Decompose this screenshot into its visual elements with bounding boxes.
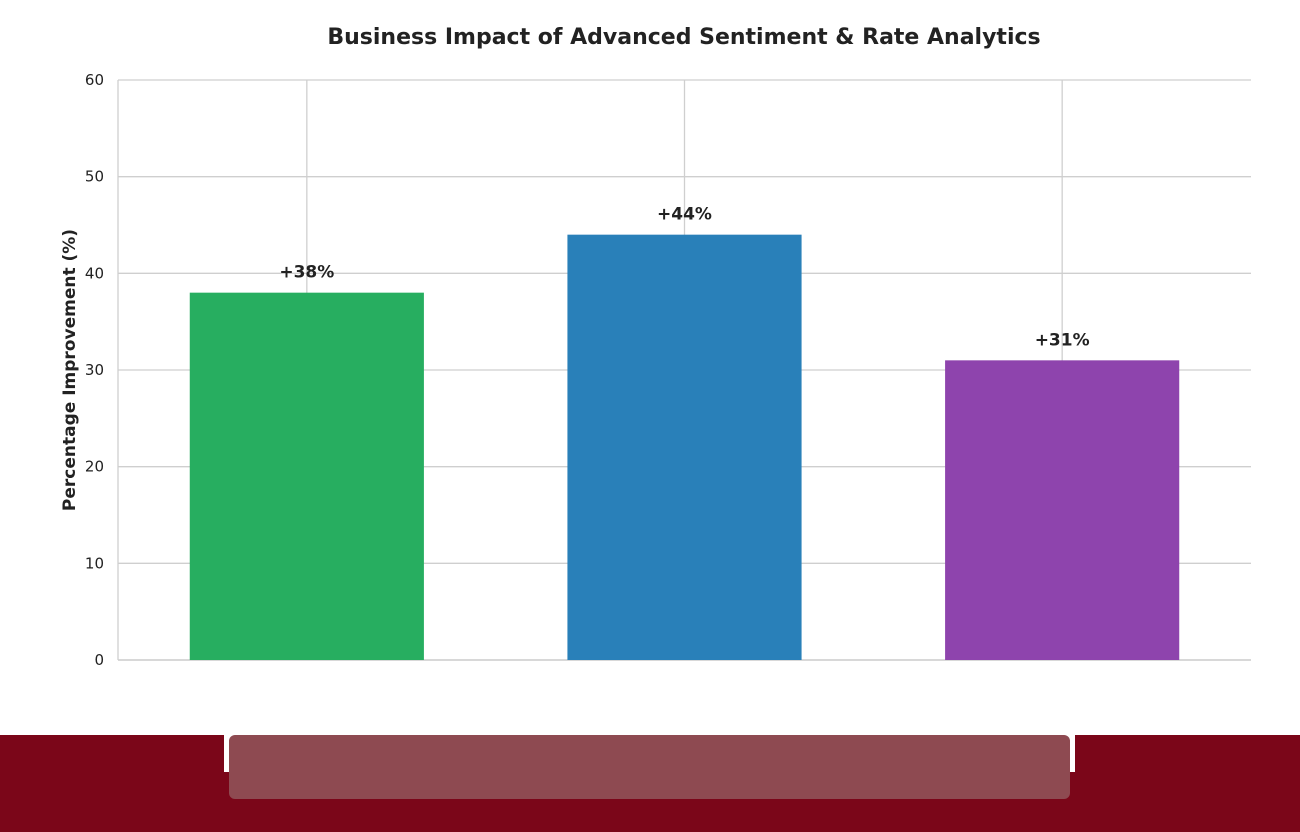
y-tick-label: 10 [85,554,104,572]
chart-title: Business Impact of Advanced Sentiment & … [327,25,1040,50]
y-tick-label: 50 [85,168,104,186]
bar-value-label: +38% [279,263,334,283]
y-tick-label: 20 [85,458,104,476]
y-tick-label: 0 [94,651,104,669]
y-axis-ticks: 0 10 20 30 40 50 60 [85,71,104,669]
footer-panel [229,735,1070,799]
bar-chart: Business Impact of Advanced Sentiment & … [60,25,1251,669]
bar [567,234,802,660]
bar-value-label: +31% [1035,330,1090,350]
bars [189,234,1180,660]
bar [189,292,424,660]
footer-left-cap [0,735,224,772]
footer-right-cap [1075,735,1300,772]
y-tick-label: 30 [85,361,104,379]
bar-value-label: +44% [657,205,712,225]
y-axis-label: Percentage Improvement (%) [60,229,80,511]
y-tick-label: 40 [85,264,104,282]
y-tick-label: 60 [85,71,104,89]
data-labels: +38% +44% +31% [279,205,1089,351]
bar [945,360,1180,660]
